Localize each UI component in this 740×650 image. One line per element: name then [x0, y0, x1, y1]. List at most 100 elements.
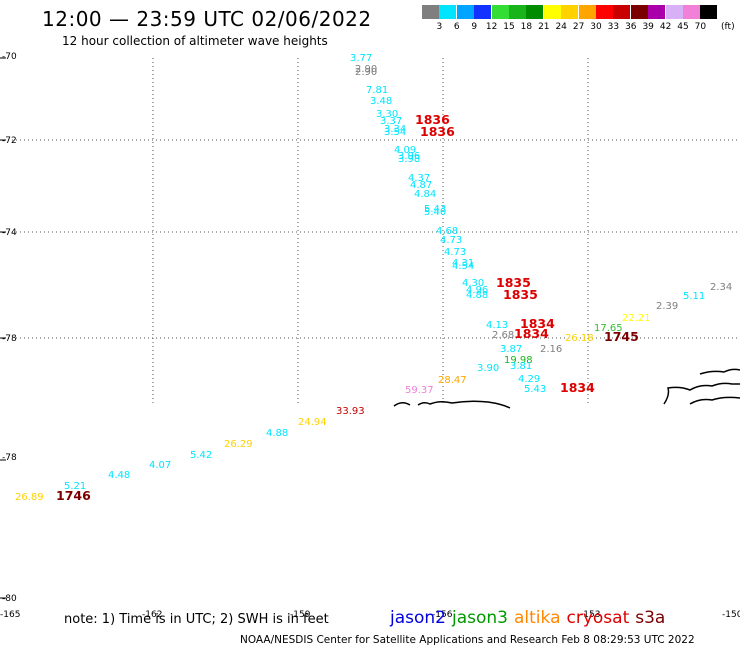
wave-height-label: 2.90 — [355, 67, 377, 78]
legend-item-s3a: s3a — [635, 608, 666, 628]
time-label: 1836 — [415, 112, 450, 127]
colorbar-label: 12 — [485, 22, 498, 32]
wave-height-label: 2.39 — [656, 301, 678, 312]
wave-height-label: 3.54 — [384, 127, 406, 138]
colorbar-swatch — [596, 5, 613, 19]
wave-height-label: 4.37 — [408, 173, 430, 184]
colorbar-swatch — [439, 5, 457, 19]
wave-height-label: 4.68 — [436, 226, 458, 237]
colorbar-label: 18 — [520, 22, 533, 32]
x-tick-label: -156 — [432, 610, 453, 620]
colorbar-swatch — [665, 5, 683, 19]
colorbar-swatch — [683, 5, 700, 19]
y-tick-label: -80 — [2, 594, 17, 604]
wave-height-label: 2.90 — [355, 64, 377, 75]
wave-height-label: 26.29 — [224, 439, 253, 450]
time-label: 1835 — [496, 275, 531, 290]
legend-item-jason3: jason3 — [452, 608, 508, 628]
time-label: 1834 — [560, 380, 595, 395]
wave-height-label: 5.40 — [424, 207, 446, 218]
wave-height-label: 2.68 — [492, 330, 514, 341]
colorbar-label: 33 — [607, 22, 620, 32]
colorbar-label: 15 — [503, 22, 515, 32]
wave-height-label: 28.47 — [438, 375, 467, 386]
colorbar-swatch — [509, 5, 526, 19]
legend-item-cryosat: cryosat — [566, 608, 630, 628]
colorbar-label: 6 — [453, 22, 460, 32]
wave-height-label: 24.94 — [298, 417, 327, 428]
wave-height-label: 7.81 — [366, 85, 388, 96]
wave-height-label: 4.09 — [394, 145, 416, 156]
wave-height-label: 5.11 — [683, 291, 705, 302]
footer-credit: NOAA/NESDIS Center for Satellite Applica… — [240, 634, 695, 646]
wave-height-label: 4.88 — [466, 290, 488, 301]
colorbar-label: 39 — [642, 22, 654, 32]
y-tick-label: -78 — [2, 453, 17, 463]
wave-height-label: 4.84 — [414, 189, 436, 200]
colorbar-label: 3 — [436, 22, 443, 32]
wave-height-label: 3.30 — [376, 109, 398, 120]
y-tick-label: -72 — [2, 136, 17, 146]
wave-height-label: 4.54 — [452, 261, 474, 272]
colorbar-label: 27 — [572, 22, 585, 32]
time-label: 1836 — [420, 124, 455, 139]
coastline — [393, 400, 511, 409]
colorbar-unit: (ft) — [721, 22, 735, 32]
colorbar-label: 42 — [659, 22, 672, 32]
satellite-legend: jason2 jason3 altika cryosat s3a — [390, 608, 671, 628]
wave-height-label: 4.88 — [266, 428, 288, 439]
colorbar-swatch — [491, 5, 509, 19]
wave-height-label: 3.77 — [350, 53, 372, 64]
colorbar-swatch — [613, 5, 631, 19]
wave-height-label: 3.90 — [477, 363, 499, 374]
wave-height-label: 3.98 — [398, 154, 420, 165]
wave-height-label: 3.37 — [380, 116, 402, 127]
wave-height-label: 26.89 — [15, 492, 44, 503]
wave-height-label: 3.81 — [510, 361, 532, 372]
y-tick-label: -70 — [2, 52, 17, 62]
wave-height-label: 4.29 — [518, 374, 540, 385]
colorbar-swatch — [578, 5, 596, 19]
colorbar-label: 9 — [471, 22, 478, 32]
wave-height-label: 3.48 — [370, 96, 392, 107]
x-tick-label: -150 — [722, 610, 740, 620]
colorbar-swatch — [543, 5, 561, 19]
colorbar-swatch — [474, 5, 492, 19]
time-label: 1834 — [520, 316, 555, 331]
colorbar-swatch — [456, 5, 474, 19]
colorbar-label: 24 — [555, 22, 567, 32]
colorbar-label: 30 — [590, 22, 602, 32]
time-label: 1746 — [56, 488, 91, 503]
wave-height-label: 17.65 — [594, 323, 623, 334]
wave-height-label: 59.37 — [405, 385, 434, 396]
colorbar-swatch — [700, 5, 718, 19]
colorbar-label: 70 — [694, 22, 707, 32]
time-label: 1745 — [604, 329, 639, 344]
colorbar-label: 36 — [625, 22, 637, 32]
x-tick-label: -165 — [0, 610, 20, 620]
coastline-east — [663, 368, 740, 405]
x-tick-label: -159 — [290, 610, 311, 620]
wave-height-label: 4.96 — [466, 285, 488, 296]
colorbar-swatch — [561, 5, 579, 19]
wave-height-label: 4.31 — [452, 258, 474, 269]
page-title: 12:00 — 23:59 UTC 02/06/2022 — [42, 7, 372, 31]
time-label: 1834 — [514, 326, 549, 341]
x-tick-label: -153 — [580, 610, 600, 620]
page-subtitle: 12 hour collection of altimeter wave hei… — [62, 34, 328, 48]
y-tick-label: -78 — [2, 334, 17, 344]
legend-item-altika: altika — [514, 608, 561, 628]
wave-height-label: 5.42 — [190, 450, 212, 461]
colorbar-label: 21 — [538, 22, 550, 32]
wave-height-label: 33.93 — [336, 406, 365, 417]
legend-item-jason2: jason2 — [390, 608, 446, 628]
wave-height-label: 4.73 — [440, 235, 462, 246]
wave-height-label: 5.21 — [64, 481, 86, 492]
wave-height-label: 5.43 — [424, 204, 446, 215]
colorbar-label: 45 — [677, 22, 689, 32]
y-tick-label: -74 — [2, 228, 17, 238]
wave-height-label: 5.43 — [524, 384, 546, 395]
wave-height-label: 3.34 — [384, 124, 406, 135]
wave-height-label: 4.73 — [444, 247, 466, 258]
